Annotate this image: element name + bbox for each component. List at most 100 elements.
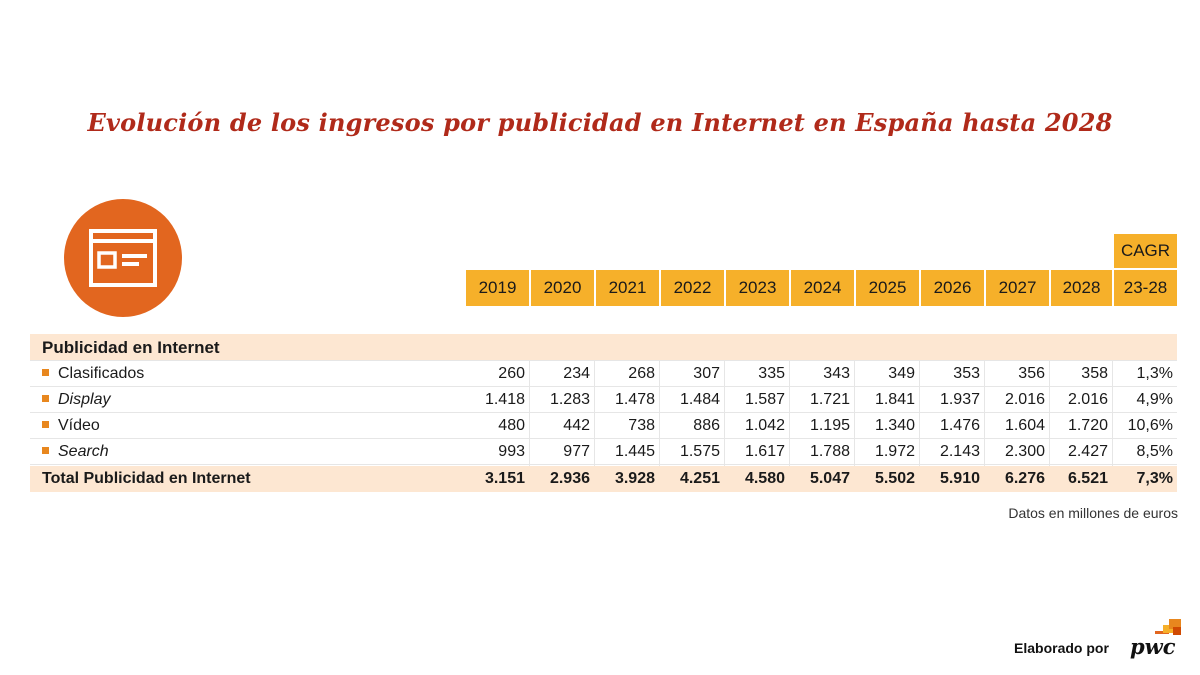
total-cagr-cell: 7,3%	[1136, 470, 1173, 487]
table-cell: 1.478	[614, 391, 655, 408]
column-divider	[984, 361, 985, 492]
table-cell: 260	[498, 365, 525, 382]
column-divider	[1112, 361, 1113, 492]
total-cell: 4.251	[679, 470, 720, 487]
year-header-2023: 2023	[726, 270, 789, 306]
total-cell: 6.276	[1004, 470, 1045, 487]
table-cell: 993	[498, 443, 525, 460]
table-cell: 343	[823, 365, 850, 382]
table-cell: 442	[563, 417, 590, 434]
total-cell: 5.047	[809, 470, 850, 487]
chart-title: Evolución de los ingresos por publicidad…	[87, 108, 1113, 137]
total-cell: 6.521	[1067, 470, 1108, 487]
section-band	[30, 334, 1177, 360]
column-divider	[529, 361, 530, 492]
units-note: Datos en millones de euros	[1008, 505, 1178, 521]
table-cell: 356	[1018, 365, 1045, 382]
table-cell: 268	[628, 365, 655, 382]
cagr-cell: 10,6%	[1127, 417, 1173, 434]
table-cell: 1.195	[809, 417, 850, 434]
year-header-2027: 2027	[986, 270, 1049, 306]
column-divider	[659, 361, 660, 492]
row-bullet	[42, 447, 49, 454]
table-cell: 2.143	[939, 443, 980, 460]
table-cell: 1.788	[809, 443, 850, 460]
table-cell: 886	[693, 417, 720, 434]
table-cell: 2.427	[1067, 443, 1108, 460]
row-bullet	[42, 395, 49, 402]
table-cell: 1.841	[874, 391, 915, 408]
cagr-cell: 4,9%	[1136, 391, 1173, 408]
table-cell: 1.575	[679, 443, 720, 460]
table-cell: 2.300	[1004, 443, 1045, 460]
total-cell: 5.502	[874, 470, 915, 487]
footer-credit: Elaborado por	[1014, 640, 1109, 656]
browser-window-icon	[64, 199, 182, 317]
cagr-cell: 8,5%	[1136, 443, 1173, 460]
row-divider	[30, 464, 1177, 465]
pwc-logo: pwc	[1130, 634, 1176, 659]
cagr-header-bottom: 23-28	[1114, 270, 1177, 306]
column-divider	[724, 361, 725, 492]
row-label-display: Display	[58, 391, 111, 408]
table-cell: 353	[953, 365, 980, 382]
column-divider	[789, 361, 790, 492]
column-divider	[854, 361, 855, 492]
total-cell: 3.928	[614, 470, 655, 487]
table-cell: 1.587	[744, 391, 785, 408]
cagr-cell: 1,3%	[1136, 365, 1173, 382]
table-cell: 1.972	[874, 443, 915, 460]
table-cell: 2.016	[1004, 391, 1045, 408]
table-cell: 1.283	[549, 391, 590, 408]
year-header-2022: 2022	[661, 270, 724, 306]
table-cell: 1.604	[1004, 417, 1045, 434]
table-cell: 358	[1081, 365, 1108, 382]
table-cell: 1.042	[744, 417, 785, 434]
table-cell: 335	[758, 365, 785, 382]
year-header-2025: 2025	[856, 270, 919, 306]
row-divider	[30, 386, 1177, 387]
table-cell: 1.937	[939, 391, 980, 408]
table-cell: 1.720	[1067, 417, 1108, 434]
year-header-2024: 2024	[791, 270, 854, 306]
pwc-logo-mark	[1155, 619, 1181, 635]
row-divider	[30, 438, 1177, 439]
total-band	[30, 466, 1177, 492]
table-cell: 738	[628, 417, 655, 434]
row-label-vídeo: Vídeo	[58, 417, 100, 434]
table-cell: 2.016	[1067, 391, 1108, 408]
column-divider	[919, 361, 920, 492]
year-header-2028: 2028	[1051, 270, 1112, 306]
row-bullet	[42, 421, 49, 428]
row-divider	[30, 412, 1177, 413]
table-cell: 307	[693, 365, 720, 382]
row-label-clasificados: Clasificados	[58, 365, 145, 382]
total-cell: 3.151	[484, 470, 525, 487]
table-cell: 1.484	[679, 391, 720, 408]
row-bullet	[42, 369, 49, 376]
year-header-2021: 2021	[596, 270, 659, 306]
total-cell: 2.936	[549, 470, 590, 487]
table-cell: 1.445	[614, 443, 655, 460]
section-label: Publicidad en Internet	[42, 338, 220, 357]
table-cell: 977	[563, 443, 590, 460]
table-cell: 1.340	[874, 417, 915, 434]
table-cell: 234	[563, 365, 590, 382]
table-cell: 349	[888, 365, 915, 382]
total-cell: 5.910	[939, 470, 980, 487]
row-divider	[30, 360, 1177, 361]
year-header-2019: 2019	[466, 270, 529, 306]
year-header-2020: 2020	[531, 270, 594, 306]
column-divider	[594, 361, 595, 492]
table-cell: 1.721	[809, 391, 850, 408]
table-cell: 1.418	[484, 391, 525, 408]
table-cell: 480	[498, 417, 525, 434]
column-divider	[1049, 361, 1050, 492]
cagr-header-top: CAGR	[1114, 234, 1177, 268]
table-cell: 1.476	[939, 417, 980, 434]
year-header-2026: 2026	[921, 270, 984, 306]
table-cell: 1.617	[744, 443, 785, 460]
total-cell: 4.580	[744, 470, 785, 487]
row-label-search: Search	[58, 443, 109, 460]
total-label: Total Publicidad en Internet	[42, 470, 251, 487]
